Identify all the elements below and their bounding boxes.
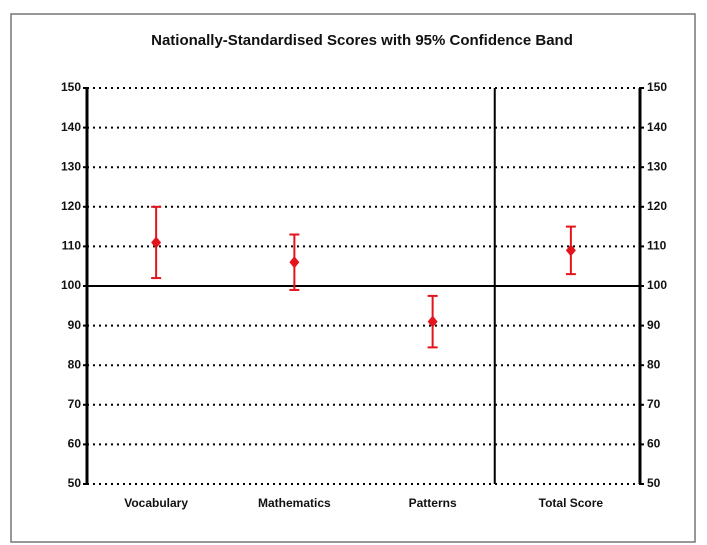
y-tick-label: 80 (68, 357, 82, 371)
point (151, 236, 162, 249)
y2-tick-label: 50 (647, 476, 661, 490)
y-tick-label: 110 (62, 239, 82, 253)
y2-tick-label: 100 (647, 278, 667, 292)
y2-tick-label: 70 (647, 397, 661, 411)
y-tick-label: 130 (61, 159, 81, 173)
y2-tick-label: 150 (647, 80, 667, 94)
x-tick-label: Mathematics (258, 496, 331, 510)
x-tick-label: Patterns (409, 496, 457, 510)
point (565, 244, 576, 257)
y2-tick-label: 90 (647, 318, 661, 332)
y-tick-label: 150 (61, 80, 81, 94)
frame (10, 13, 696, 543)
y-tick-label: 140 (61, 120, 81, 134)
point (289, 256, 300, 269)
y2-tick-label: 80 (647, 357, 661, 371)
y-tick-label: 90 (68, 318, 82, 332)
y2-tick-label: 140 (647, 120, 667, 134)
point (427, 315, 438, 328)
y-tick-label: 50 (68, 476, 82, 490)
y-tick-label: 60 (68, 437, 82, 451)
y2-tick-label: 130 (647, 159, 667, 173)
y-tick-label: 70 (68, 397, 82, 411)
y2-tick-label: 110 (647, 239, 667, 253)
x-tick-label: Vocabulary (124, 496, 188, 510)
chart-title: Nationally-Standardised Scores with 95% … (151, 32, 573, 49)
y-tick-label: 120 (61, 199, 81, 213)
y2-tick-label: 60 (647, 437, 661, 451)
y2-tick-label: 120 (647, 199, 667, 213)
y-tick-label: 100 (61, 278, 81, 292)
x-tick-label: Total Score (539, 496, 604, 510)
